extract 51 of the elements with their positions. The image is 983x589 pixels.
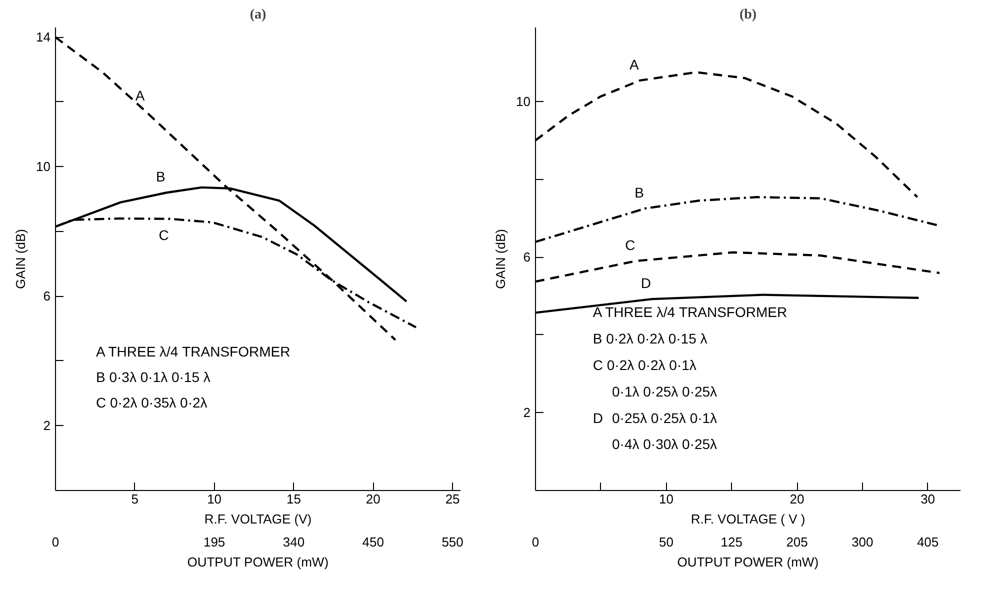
series-label: A (135, 88, 146, 104)
annotation: B 0·2λ 0·2λ 0·15 λ (592, 330, 708, 347)
annotation: 0·4λ 0·30λ 0·25λ (612, 436, 718, 452)
annotation: C 0·2λ 0·2λ 0·1λ (592, 357, 696, 374)
series-label: D (640, 275, 651, 292)
annotation: A THREE λ/4 TRANSFORMER (592, 304, 788, 320)
annotation: B 0·3λ 0·1λ 0·15 λ (96, 369, 210, 386)
x-tick-label: 5 (131, 492, 139, 506)
annotation: A THREE λ/4 TRANSFORMER (96, 344, 290, 360)
y-tick-label: 10 (516, 94, 531, 109)
x-tick-label: 20 (790, 492, 804, 506)
annotation: 0·1λ 0·25λ 0·25λ (612, 383, 718, 400)
y-tick-label: 2 (43, 418, 51, 434)
text: 205 (786, 534, 808, 550)
annotation: 0·25λ 0·25λ 0·1λ (612, 410, 718, 426)
text: 340 (282, 534, 305, 550)
y-tick-label: 6 (43, 288, 51, 304)
series-label: A (629, 56, 640, 72)
text: 300 (852, 534, 874, 550)
annotation: C 0·2λ 0·35λ 0·2λ (96, 394, 208, 411)
x-tick-label: 20 (366, 492, 380, 506)
text: 0 (532, 534, 540, 550)
annotation: D (592, 410, 603, 426)
y-tick-label: 6 (523, 250, 531, 265)
text: OUTPUT POWER (mW) (187, 554, 329, 570)
chart-title: (a) (250, 8, 266, 22)
x-tick-label: 15 (286, 492, 301, 506)
series-label: B (156, 168, 166, 185)
y-axis-title: GAIN (dB) (493, 229, 508, 289)
x-tick-label: 10 (659, 492, 674, 506)
x-tick-label: 25 (445, 492, 460, 506)
series-label: C (625, 236, 636, 253)
y-tick-label: 2 (523, 405, 531, 420)
x-tick-label: 30 (920, 492, 936, 506)
text: 125 (720, 534, 743, 550)
text: 0 (52, 534, 60, 550)
text: 405 (916, 534, 939, 550)
text: 50 (659, 534, 674, 550)
x-axis-title: R.F. VOLTAGE ( V ) (690, 512, 806, 526)
x-tick-label: 10 (207, 492, 222, 506)
text: OUTPUT POWER (mW) (677, 554, 819, 570)
chart-title: (b) (739, 8, 757, 22)
y-axis-title: GAIN (dB) (13, 229, 28, 289)
series-label: B (634, 184, 644, 200)
text: 450 (362, 534, 384, 550)
text: 195 (203, 534, 226, 550)
text: 550 (442, 534, 464, 550)
series-label: C (158, 226, 169, 243)
y-tick-label: 14 (36, 30, 51, 45)
x-axis-title: R.F. VOLTAGE (V) (204, 512, 312, 526)
y-tick-label: 10 (36, 159, 51, 174)
